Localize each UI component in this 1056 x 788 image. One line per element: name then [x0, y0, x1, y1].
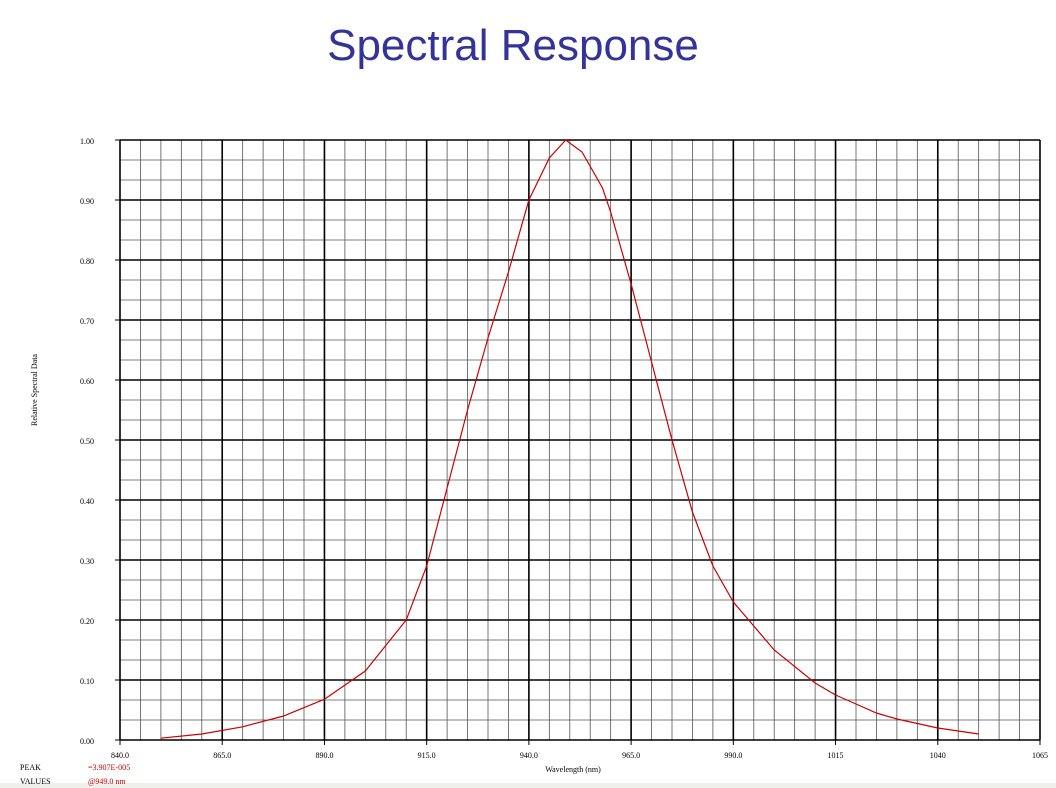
y-tick-label: 0.70: [80, 317, 94, 326]
values-value: @949.0 nm: [88, 777, 126, 786]
x-tick-label: 840.0: [111, 751, 129, 760]
y-tick-label: 0.50: [80, 437, 94, 446]
values-label: VALUES: [20, 777, 51, 786]
x-tick-label: 1015: [828, 751, 844, 760]
y-axis-label: Relative Spectral Data: [30, 354, 39, 426]
y-tick-label: 0.20: [80, 617, 94, 626]
peak-label: PEAK: [20, 763, 41, 772]
y-tick-label: 0.10: [80, 677, 94, 686]
x-tick-label: 915.0: [418, 751, 436, 760]
x-tick-label: 1065: [1032, 751, 1048, 760]
y-tick-label: 0.00: [80, 737, 94, 746]
y-tick-label: 1.00: [80, 137, 94, 146]
y-tick-label: 0.80: [80, 257, 94, 266]
chart-title: Spectral Response: [327, 21, 699, 70]
x-tick-label: 990.0: [724, 751, 742, 760]
y-tick-label: 0.30: [80, 557, 94, 566]
x-axis-label: Wavelength (nm): [545, 765, 601, 774]
peak-value: =3.907E-005: [88, 763, 130, 772]
x-tick-label: 1040: [930, 751, 946, 760]
grid: 840.0 865.0 890.0 915.0 940.0 965.0 990.0 1015 1…: [80, 137, 1048, 760]
data-line: [160, 139, 979, 739]
x-tick-label: 890.0: [315, 751, 333, 760]
plot: [160, 139, 979, 739]
x-tick-label: 940.0: [520, 751, 538, 760]
y-tick-label: 0.60: [80, 377, 94, 386]
y-tick-label: 0.90: [80, 197, 94, 206]
x-tick-label: 965.0: [622, 751, 640, 760]
y-tick-label: 0.40: [80, 497, 94, 506]
bottom-strip: [0, 783, 1056, 788]
x-tick-label: 865.0: [213, 751, 231, 760]
